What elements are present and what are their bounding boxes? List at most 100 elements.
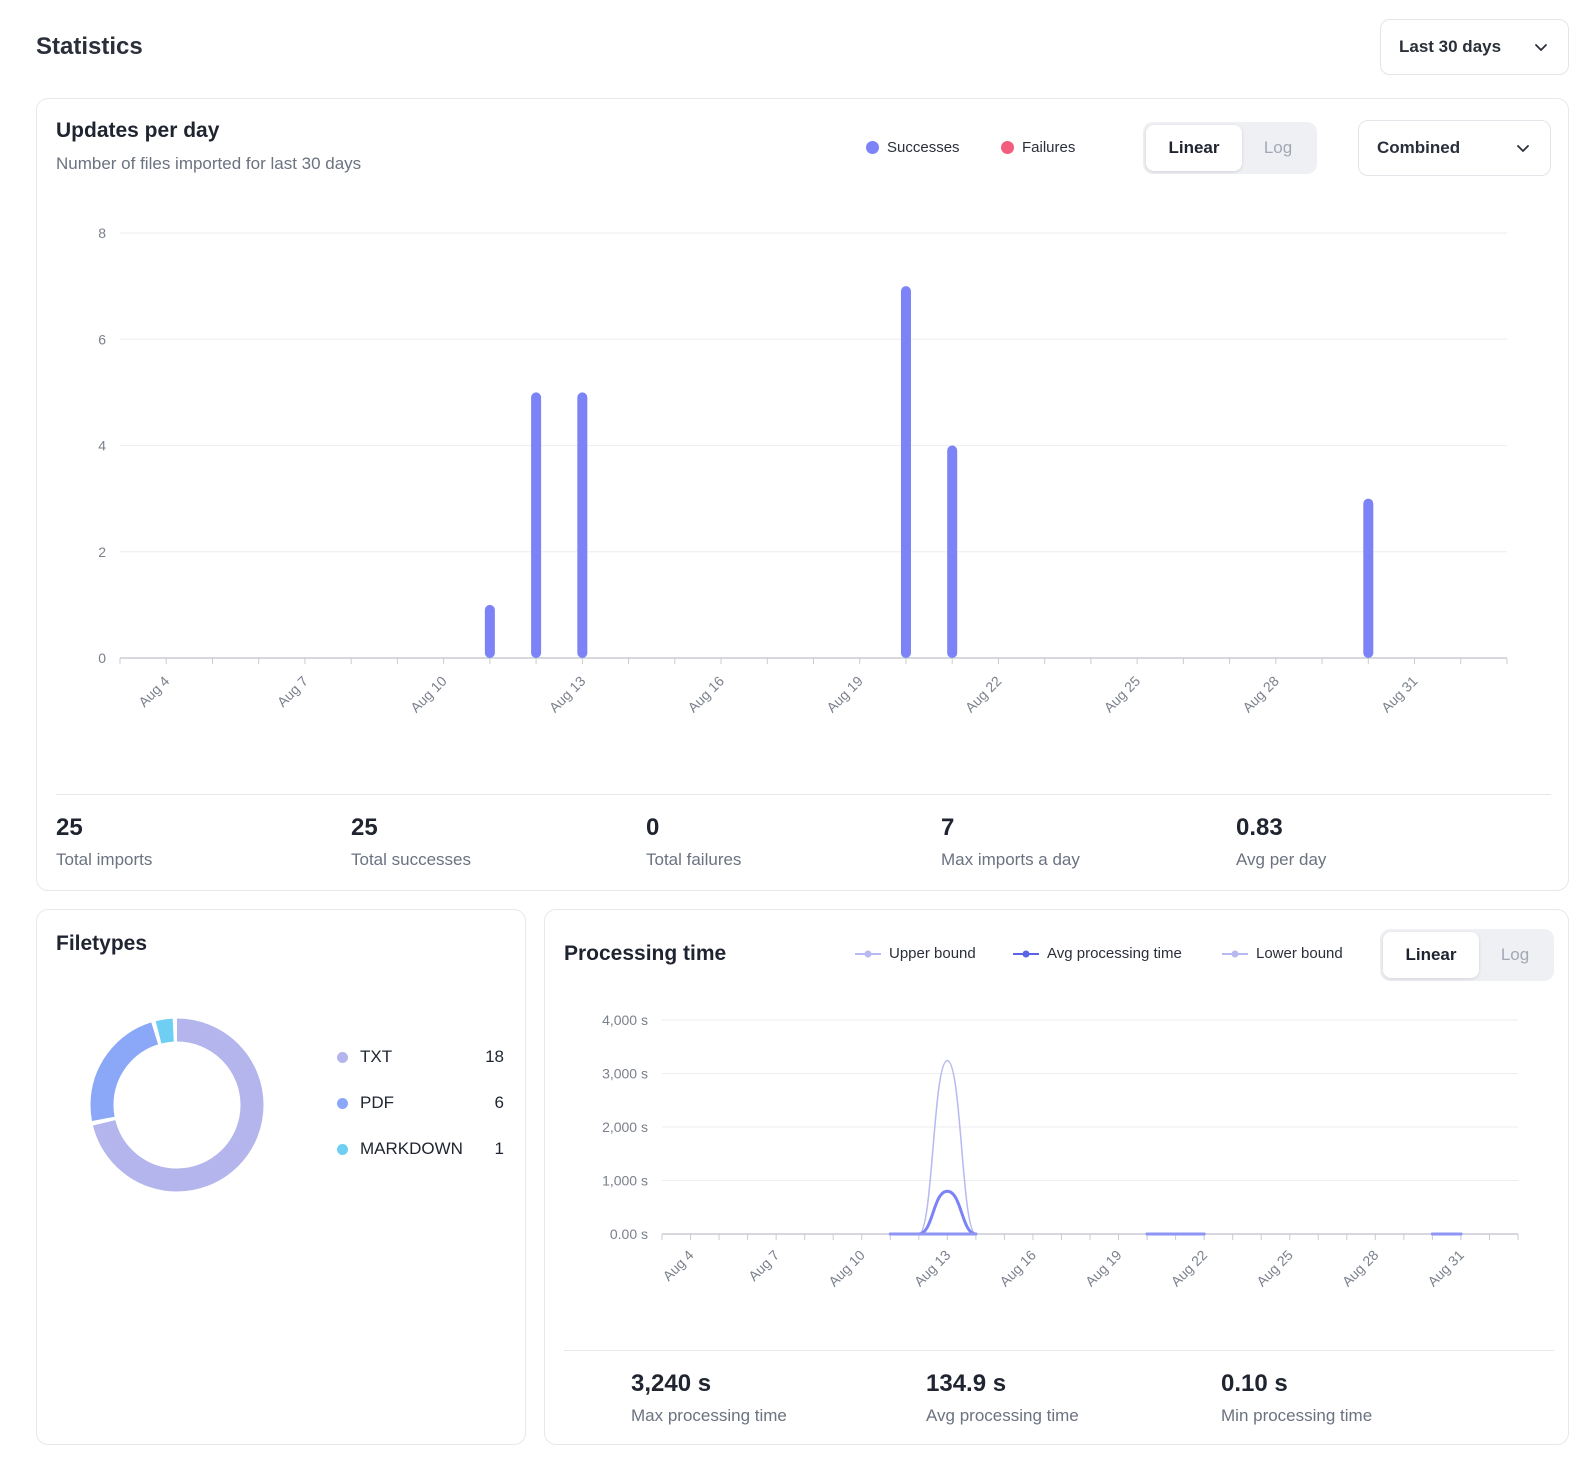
mode-select[interactable]: Combined [1358,120,1551,176]
legend-upper-bound: Upper bound [855,945,976,962]
stat-label: Max imports a day [941,850,1080,869]
stat-value: 7 [941,814,955,841]
processing-card: Processing time Upper bound Avg processi… [544,909,1569,1445]
successes-dot-icon [866,141,879,154]
filetypes-title: Filetypes [56,932,148,955]
y-tick-label: 1,000 s [602,1173,648,1189]
stat-value: 0 [646,814,660,841]
legend-lower-bound-label: Lower bound [1256,945,1343,962]
stat-total-successes: 25 Total successes [351,814,471,870]
processing-scale-toggle: Linear Log [1380,929,1554,981]
y-tick-label: 0.00 s [610,1226,648,1242]
markdown-dot-icon [337,1143,348,1155]
x-tick-label: Aug 4 [659,1247,696,1284]
processing-divider [564,1350,1554,1351]
legend-successes: Successes [866,139,960,156]
legend-avg-processing-label: Avg processing time [1047,945,1182,962]
x-tick-label: Aug 19 [1082,1247,1125,1290]
bar[interactable] [577,392,588,658]
filetypes-card: Filetypes TXT 18 PDF 6 MARKDOWN 1 [36,909,526,1445]
scale-log-button[interactable]: Log [1500,945,1530,964]
scale-log-button[interactable]: Log [1263,138,1293,157]
x-tick-label: Aug 10 [407,673,450,716]
legend-failures: Failures [1001,139,1075,156]
filetype-name: MARKDOWN [360,1139,463,1158]
bar[interactable] [484,604,495,658]
stat-value: 25 [351,814,378,841]
y-tick-label: 6 [98,331,106,347]
avg-line-icon [1013,950,1039,957]
x-tick-label: Aug 7 [745,1247,782,1284]
processing-title: Processing time [564,942,727,965]
x-tick-label: Aug 7 [274,673,311,710]
stat-label: Total failures [646,850,742,869]
updates-bar-chart: 0 2 4 6 8 Aug 4 Aug 7 Aug 10 Aug 13 Aug 16 Aug 19 A… [98,225,1508,716]
legend-avg-processing: Avg processing time [1013,945,1182,962]
bar[interactable] [531,392,542,658]
stat-label: Avg processing time [926,1406,1079,1425]
filetype-count: 6 [494,1093,504,1112]
y-tick-label: 8 [98,225,106,241]
processing-line-chart: 0.00 s 1,000 s 2,000 s 3,000 s 4,000 s Aug 4 A… [602,1012,1519,1290]
x-tick-label: Aug 22 [1168,1247,1211,1290]
y-tick-label: 4 [98,438,106,454]
x-tick-label: Aug 4 [135,673,172,710]
stat-value: 25 [56,814,83,841]
x-tick-label: Aug 13 [911,1247,954,1290]
filetype-count: 1 [494,1139,504,1158]
stat-value: 134.9 s [926,1370,1007,1397]
legend-lower-bound: Lower bound [1222,945,1343,962]
stat-max-imports: 7 Max imports a day [941,814,1080,870]
date-range-label: Last 30 days [1399,37,1502,56]
x-tick-label: Aug 19 [823,673,866,716]
scale-linear-button[interactable]: Linear [1383,932,1479,978]
filetype-name: PDF [360,1093,394,1112]
legend-successes-label: Successes [887,139,960,156]
bar[interactable] [900,286,911,658]
updates-scale-toggle: Linear Log [1143,122,1317,174]
donut-slice-txt[interactable] [90,1018,264,1192]
x-tick-label: Aug 31 [1378,673,1421,716]
stat-label: Min processing time [1221,1406,1373,1425]
filetype-legend-markdown: MARKDOWN 1 [337,1139,504,1159]
stat-label: Total successes [351,850,471,869]
stat-label: Avg per day [1236,850,1327,869]
y-tick-label: 2,000 s [602,1119,648,1135]
updates-title: Updates per day [56,119,220,142]
updates-subtitle: Number of files imported for last 30 day… [56,154,362,173]
x-tick-label: Aug 13 [546,673,589,716]
stat-label: Total imports [56,850,153,869]
chevron-down-icon [1517,145,1529,152]
filetypes-donut-chart [90,1018,264,1192]
legend-failures-label: Failures [1022,139,1076,156]
donut-slice-pdf[interactable] [90,1018,264,1192]
upper-bound-line-icon [855,950,881,957]
filetype-legend-pdf: PDF 6 [337,1093,504,1113]
legend-upper-bound-label: Upper bound [889,945,976,962]
bar[interactable] [1363,498,1374,658]
stat-total-imports: 25 Total imports [56,814,152,870]
y-tick-label: 3,000 s [602,1066,648,1082]
stat-value: 3,240 s [631,1370,712,1397]
txt-dot-icon [337,1051,348,1063]
page-title: Statistics [36,33,143,60]
filetype-count: 18 [485,1047,504,1066]
bar[interactable] [947,445,958,659]
stat-max-processing: 3,240 s Max processing time [631,1370,787,1426]
updates-divider [56,794,1551,795]
y-tick-label: 0 [98,650,106,666]
stat-avg-processing: 134.9 s Avg processing time [926,1370,1079,1426]
x-tick-label: Aug 31 [1424,1247,1467,1290]
x-tick-label: Aug 25 [1253,1247,1296,1290]
failures-dot-icon [1001,141,1014,154]
x-tick-label: Aug 28 [1239,673,1282,716]
scale-linear-button[interactable]: Linear [1146,125,1242,171]
x-tick-label: Aug 16 [684,673,727,716]
date-range-select[interactable]: Last 30 days [1380,19,1569,75]
stat-min-processing: 0.10 s Min processing time [1221,1370,1372,1426]
y-tick-label: 4,000 s [602,1012,648,1028]
x-tick-label: Aug 10 [825,1247,868,1290]
filetype-name: TXT [360,1047,393,1066]
stat-value: 0.10 s [1221,1370,1288,1397]
filetype-legend-txt: TXT 18 [337,1047,504,1067]
